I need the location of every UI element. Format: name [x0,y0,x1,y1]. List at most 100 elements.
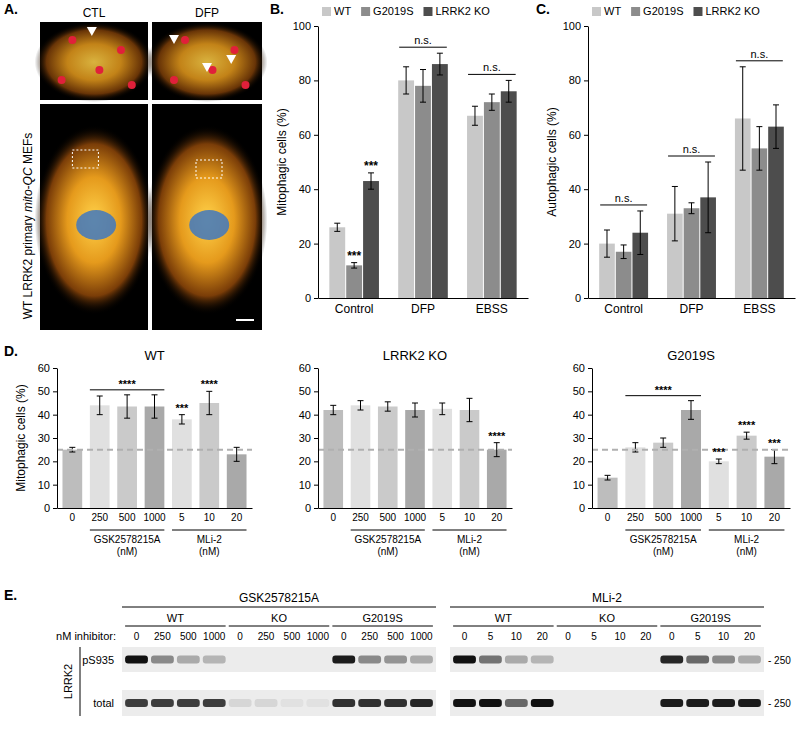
group-label: MLi-2 [457,534,482,545]
significance: **** [119,378,137,390]
mitolysosome [95,66,103,74]
bar [501,91,517,298]
tick-label: 60 [573,362,585,374]
tick: 1000 [143,512,166,523]
error-bar [621,245,627,259]
error-bar [124,395,130,418]
dose-label: 1000 [307,631,330,642]
size-marker: - 250 [768,698,791,709]
tick-label: 20 [769,512,781,523]
error-bar [179,415,185,424]
inhibitor-line [122,607,436,608]
tick: 40 [299,409,318,421]
group-unit: (nM) [117,546,138,557]
dose-label: 20 [640,631,652,642]
tick-mark [314,189,318,190]
band [686,699,709,707]
error-bar [604,230,610,257]
tick: 0 [330,512,336,523]
tick-label: 20 [299,238,311,250]
chart-title: G2019S [667,348,715,363]
tick-mark [53,508,57,509]
error-bar [773,105,779,149]
significance: **** [201,378,219,390]
band [332,699,355,707]
y-axis: 020406080100 [293,20,319,304]
plot-area [329,53,516,298]
tick: 5 [179,512,185,523]
dose-label: 250 [154,631,171,642]
band [125,699,148,707]
mitolysosome [58,76,66,84]
protein-label: LRRK2 [62,664,74,699]
tick: 0 [70,512,76,523]
mitolysosome [68,36,76,44]
bar [484,102,500,298]
tick-label: 100 [563,20,581,32]
tick-label: 20 [38,455,50,467]
dose-label: 20 [744,631,756,642]
tick: 40 [38,409,57,421]
bar [415,86,431,298]
group-line [172,530,246,531]
tick: 0 [575,292,588,304]
dose-label: 0 [565,631,571,642]
error-bar [489,94,495,110]
tick-label: 20 [573,455,585,467]
genotype-label: G2019S [690,612,730,624]
panel-label: E. [4,587,17,603]
tick: 0 [305,502,318,514]
figure: A.B.C.D.E.CTLDFPWT LRRK2 primary mito-QC… [0,0,799,744]
dose-label: 5 [695,631,701,642]
side-label-part: MEFs [21,133,35,168]
bar [172,419,192,508]
legend-swatch [423,7,432,16]
significance: n.s. [683,143,701,155]
size-marker: - 250 [768,655,791,666]
axis-line [319,298,529,299]
side-label: WT LRRK2 primary mito-QC MEFs [21,133,35,319]
tick: Control [335,302,374,316]
error-bar [437,53,443,75]
error-bar [637,211,643,255]
error-bar [689,203,695,214]
chart-title: LRRK2 KO [383,348,447,363]
tick: 0 [305,292,318,304]
tick-label: 0 [70,512,76,523]
band [358,699,381,707]
dose-label: 1000 [410,631,433,642]
condition-label: CTL [83,6,106,20]
mitochondria [35,22,154,102]
error-bar [412,403,418,417]
membrane [122,647,436,672]
band [332,656,355,664]
tick-label: 10 [464,512,476,523]
row-label: total [93,697,114,709]
membrane [122,690,436,716]
legend: WTG2019SLRRK2 KO [592,5,760,17]
tick-label: 10 [741,512,753,523]
band [410,656,433,664]
tick-mark [314,485,318,486]
band [151,699,174,707]
significance: *** [347,249,361,263]
genotype-line [229,626,330,627]
band [358,656,381,664]
tick: 5 [439,512,445,523]
error-bar [466,398,472,421]
error-bar [152,395,158,418]
membrane [450,690,764,716]
bar [227,454,247,508]
tick-label: 10 [573,479,585,491]
genotype-label: G2019S [362,612,402,624]
row-label: pS935 [82,654,114,666]
bar [684,208,700,298]
band [686,656,709,664]
dose-label: 0 [462,631,468,642]
significance: **** [738,419,756,431]
tick-mark [314,135,318,136]
dose-label: 0 [669,631,675,642]
mitolysosome [231,46,239,54]
group-line [709,530,785,531]
tick: 60 [38,362,57,374]
